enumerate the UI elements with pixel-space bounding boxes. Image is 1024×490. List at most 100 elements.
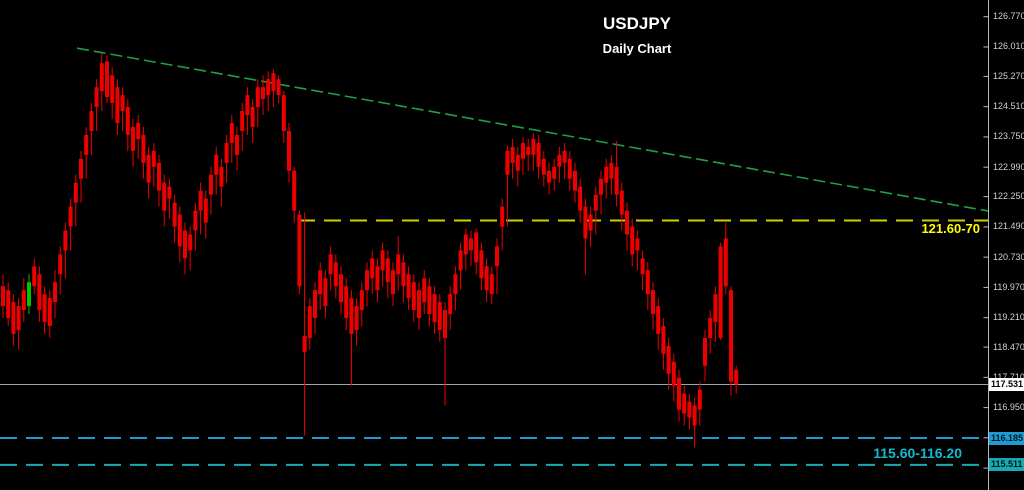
candle-body [287, 130, 291, 171]
candle-body [203, 198, 208, 223]
candle-body [651, 290, 655, 315]
candle [307, 298, 312, 350]
candle-body [297, 214, 302, 287]
candle [224, 134, 229, 183]
candle [1, 274, 5, 319]
candle-body [604, 166, 609, 183]
candle-body [562, 150, 567, 163]
candle-body [68, 206, 73, 227]
candle [609, 154, 614, 195]
candle [531, 132, 536, 171]
candle [729, 286, 733, 396]
candle [484, 258, 489, 303]
candle-body [250, 107, 255, 127]
candle [385, 250, 390, 299]
candle [287, 122, 291, 183]
candle [58, 246, 63, 295]
candle-body [682, 393, 687, 414]
candle [666, 337, 671, 390]
candle [318, 262, 323, 311]
candle-body [666, 345, 671, 374]
candle [526, 138, 531, 171]
candle [157, 154, 161, 207]
candle-body [354, 306, 359, 330]
candle-body [495, 246, 499, 267]
candle-body [380, 250, 385, 271]
candle-body [469, 238, 473, 251]
candle-body [63, 230, 68, 251]
candle-body [609, 162, 614, 179]
candle [333, 254, 338, 299]
candle-body [281, 95, 286, 131]
candle-body [11, 302, 16, 334]
candle [37, 266, 42, 323]
candle-body [656, 306, 661, 334]
candle-body [375, 266, 380, 291]
candle [552, 158, 557, 191]
candle-body [37, 274, 42, 311]
candle [115, 79, 120, 135]
candle-body [125, 107, 130, 135]
candle-body [573, 170, 577, 191]
candle [708, 310, 713, 354]
candle [276, 75, 281, 104]
candle [489, 266, 494, 305]
candle-body [328, 254, 333, 275]
candle [255, 79, 260, 127]
candle [125, 99, 130, 151]
candle [16, 298, 21, 350]
candle [661, 318, 666, 370]
candle-body [339, 274, 343, 303]
candle-body [229, 122, 234, 143]
candle-body [671, 361, 676, 386]
candle [177, 206, 182, 263]
candle [89, 103, 94, 155]
candle [281, 91, 286, 143]
candles-layer [1, 53, 739, 448]
candle [682, 385, 687, 426]
candle [703, 329, 707, 382]
candle-body [541, 158, 546, 175]
candle [146, 146, 151, 199]
candle-body [110, 75, 115, 104]
candle [250, 99, 255, 143]
candle-body [344, 286, 349, 319]
candle [302, 212, 307, 436]
descending-trendline[interactable] [76, 47, 989, 212]
candle-body [255, 87, 260, 108]
candle [240, 103, 245, 151]
candle-body [661, 326, 666, 354]
candle-body [703, 337, 707, 366]
candle-body [115, 87, 120, 123]
candle [323, 270, 328, 319]
candle [203, 190, 208, 239]
candle [214, 146, 219, 195]
candle [521, 136, 525, 175]
candle-body [588, 214, 593, 231]
candle-body [214, 154, 219, 175]
candle-body [313, 290, 317, 319]
candle-body [422, 278, 427, 303]
candle [401, 254, 406, 303]
candle [536, 134, 541, 179]
candle-body [723, 238, 728, 287]
candle [11, 294, 16, 346]
candle [651, 282, 655, 330]
candle [557, 146, 562, 183]
candle-body [401, 262, 406, 287]
candle-body [302, 335, 307, 352]
candle-body [172, 202, 177, 227]
candle-body [240, 111, 245, 131]
candle [604, 158, 609, 199]
resistance-zone-label: 121.60-70 [921, 221, 980, 236]
candle [593, 186, 598, 235]
candle-body [193, 210, 198, 231]
candle [505, 144, 510, 227]
candle-body [47, 298, 52, 327]
axis-ticks [983, 16, 989, 469]
candle [479, 242, 484, 291]
candle-body [479, 250, 484, 279]
candle [359, 282, 364, 327]
candle-body [692, 405, 697, 426]
